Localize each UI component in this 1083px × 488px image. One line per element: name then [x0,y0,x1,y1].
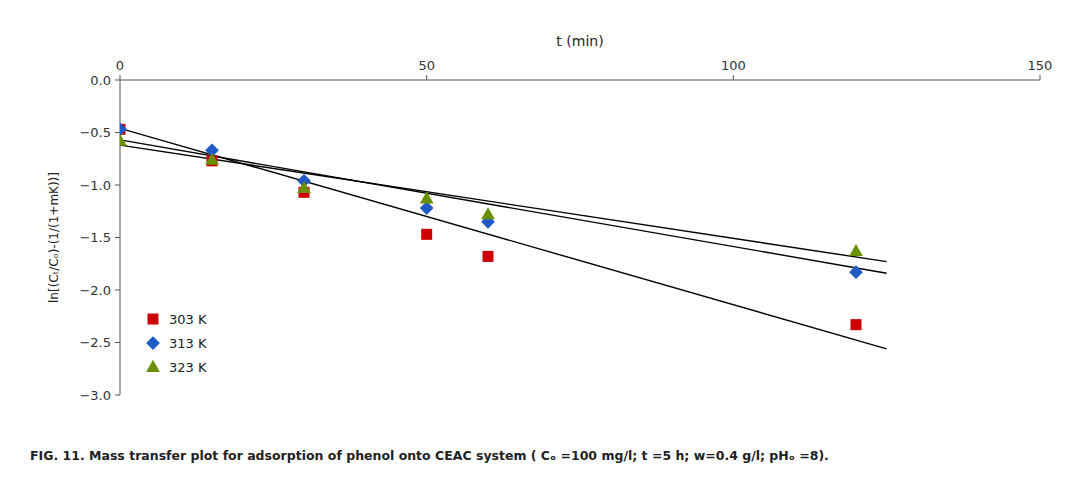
trend-lines [120,128,887,348]
y-tick-label: −1.0 [79,178,111,193]
x-axis-line [120,80,1040,81]
point [120,122,127,136]
point [851,319,862,330]
y-tick-label: −2.5 [79,335,111,350]
legend-label: 313 K [169,336,207,351]
x-axis-label: t (min) [556,33,603,49]
legend-marker [146,360,160,372]
x-tick-label: 50 [418,58,435,73]
point [481,207,495,219]
point [849,265,863,279]
legend-marker [146,336,160,350]
point [421,229,432,240]
y-tick [115,290,120,291]
y-tick-label: −0.5 [79,125,111,140]
y-axis-label: ln[(Cₜ/Cₒ)-(1/(1+mK))] [47,172,61,303]
x-tick-label: 0 [116,58,124,73]
y-tick [115,395,120,396]
x-tick-label: 100 [721,58,746,73]
point [420,192,434,204]
point [297,181,311,193]
legend: 303 K 313 K 323 K [146,312,207,375]
y-tick [115,185,120,186]
y-tick [115,132,120,133]
trend-line [120,128,887,348]
y-tick [115,80,120,81]
point [120,134,127,146]
trend-line [120,145,887,262]
y-tick-label: −1.5 [79,230,111,245]
point [483,251,494,262]
y-tick-label: 0.0 [90,73,111,88]
y-tick-label: −3.0 [79,388,111,403]
y-tick [115,237,120,238]
points [120,122,863,330]
x-tick [426,75,427,80]
x-tick [1040,75,1041,80]
legend-marker [148,314,159,325]
point [205,153,219,165]
point [849,244,863,256]
trend-line [120,140,887,273]
chart: 0 50 100 150 0.0 −0.5 −1.0 −1.5 −2.0 −2.5 −3.0 t (m… [0,0,1083,488]
y-tick-label: −2.0 [79,283,111,298]
x-tick [120,75,121,80]
legend-label: 303 K [169,312,207,327]
x-tick [733,75,734,80]
legend-label: 323 K [169,360,207,375]
caption: FIG. 11. Mass transfer plot for adsorpti… [30,448,829,463]
x-tick-label: 150 [1028,58,1053,73]
y-tick [115,342,120,343]
